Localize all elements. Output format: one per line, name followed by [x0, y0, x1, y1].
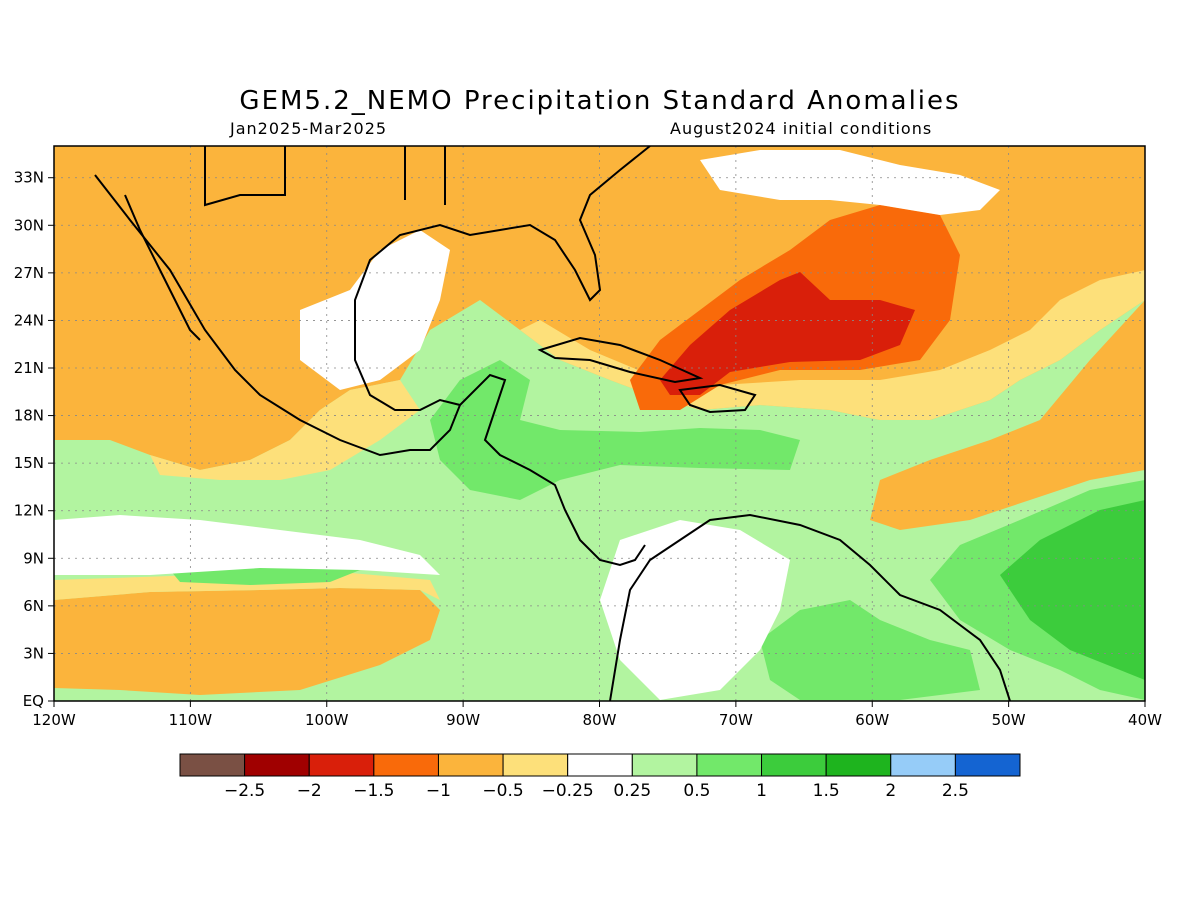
lat-tick-label: 33N — [14, 169, 44, 187]
anomaly-region-neutral-1 — [300, 230, 450, 390]
lon-tick-label: 80W — [583, 711, 617, 729]
colorbar-label: −1 — [426, 781, 451, 801]
anomaly-region-yellow-3 — [54, 572, 440, 600]
colorbar-swatch — [825, 753, 892, 777]
anomaly-region-south-america-wet — [760, 600, 980, 700]
coastline-cuba — [537, 336, 704, 384]
lon-tick-label: 40W — [1128, 711, 1162, 729]
coastline-central-america — [459, 373, 646, 567]
lat-tick-label: 12N — [14, 502, 44, 520]
colorbar-label: −0.25 — [542, 781, 594, 801]
colorbar-swatch — [696, 753, 763, 777]
lon-tick-label: 90W — [446, 711, 480, 729]
lat-tick-label: 24N — [14, 311, 44, 329]
colorbar-swatch — [954, 753, 1021, 777]
anomaly-region-east-dry — [870, 300, 1145, 530]
lat-tick-label: 3N — [23, 644, 44, 662]
lon-tick-label: 60W — [855, 711, 889, 729]
lat-tick-label: EQ — [23, 692, 44, 710]
colorbar-label: −2 — [297, 781, 322, 801]
colorbar-swatch — [631, 753, 698, 777]
latitude-axis: EQ 3N 6N 9N 12N 15N 18N 21N 24N 27N 30N 33N — [14, 169, 54, 710]
map-title: GEM5.2_NEMO Precipitation Standard Anoma… — [239, 86, 961, 116]
colorbar-label: 1.5 — [813, 781, 840, 801]
lat-tick-label: 15N — [14, 454, 44, 472]
colorbar-swatch — [308, 753, 375, 777]
lon-tick-label: 50W — [992, 711, 1026, 729]
colorbar-swatch — [890, 753, 956, 777]
lat-tick-label: 21N — [14, 359, 44, 377]
initial-conditions: August2024 initial conditions — [670, 119, 933, 138]
lat-tick-label: 27N — [14, 264, 44, 282]
anomaly-field — [54, 146, 1145, 701]
coastline-great-lakes-region — [204, 146, 446, 207]
colorbar-swatch — [244, 753, 310, 777]
map-grid — [54, 146, 1145, 701]
coastlines — [94, 146, 1011, 701]
lon-tick-label: 100W — [305, 711, 349, 729]
longitude-axis: 120W 110W 100W 90W 80W 70W 60W 50W 40W — [32, 701, 1162, 729]
anomaly-region-wet-core — [660, 272, 915, 395]
colorbar-label: 0.25 — [613, 781, 651, 801]
colorbar-label: −2.5 — [224, 781, 265, 801]
colorbar-swatch — [761, 753, 827, 777]
anomaly-region-neutral-3 — [54, 515, 440, 575]
forecast-period: Jan2025-Mar2025 — [230, 119, 388, 138]
lon-tick-label: 110W — [169, 711, 213, 729]
anomaly-region-south-dry — [54, 588, 440, 695]
lat-tick-label: 9N — [23, 549, 44, 567]
coastline-north-america — [94, 146, 651, 457]
lat-tick-label: 6N — [23, 597, 44, 615]
colorbar-label: 1 — [756, 781, 767, 801]
colorbar-label: −0.5 — [482, 781, 523, 801]
colorbar-swatch — [373, 753, 439, 777]
coastline-baja-california — [124, 194, 201, 341]
coastline-hispaniola — [678, 383, 757, 414]
coastline-south-america — [609, 513, 1011, 701]
anomaly-region-yellow-1 — [150, 380, 420, 480]
anomaly-region-southeast-core — [1000, 500, 1145, 680]
colorbar-swatch — [179, 753, 246, 777]
colorbar-swatch — [502, 753, 569, 777]
colorbar-label: 0.5 — [683, 781, 710, 801]
colorbar-label: 2.5 — [942, 781, 969, 801]
anomaly-region-neutral-4 — [700, 150, 1000, 215]
anomaly-region-caribbean-wet — [430, 360, 800, 500]
colorbar-swatch — [567, 753, 633, 777]
lat-tick-label: 30N — [14, 216, 44, 234]
colorbar-label: −1.5 — [353, 781, 394, 801]
lon-tick-label: 120W — [32, 711, 76, 729]
colorbar-swatch — [437, 753, 504, 777]
lon-tick-label: 70W — [719, 711, 753, 729]
lat-tick-label: 18N — [14, 407, 44, 425]
colorbar-label: 2 — [885, 781, 896, 801]
colorbar: −2.5 −2 −1.5 −1 −0.5 −0.25 0.25 0.5 1 1.5 2 2.5 — [179, 753, 1021, 801]
